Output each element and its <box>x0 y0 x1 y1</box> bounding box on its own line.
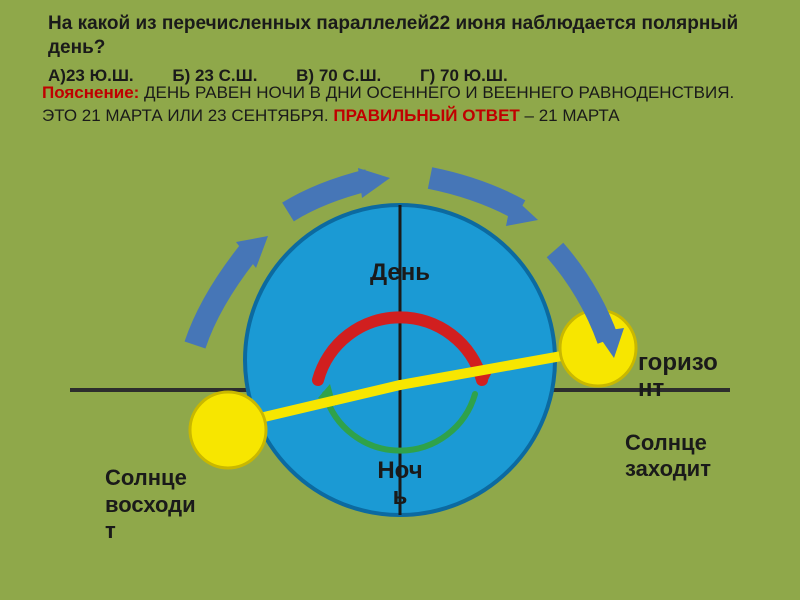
label-sunset-1: Солнце <box>625 430 707 455</box>
label-sunset-2: заходит <box>625 456 711 481</box>
label-horizon-2: нт <box>638 375 664 402</box>
explanation-line2b: – 21 МАРТА <box>525 106 620 125</box>
sun-rise <box>190 392 266 468</box>
question-text: На какой из перечисленных параллелей22 и… <box>48 12 748 60</box>
label-sunrise-1: Солнце <box>105 465 187 490</box>
explanation-line1: ДЕНЬ РАВЕН НОЧИ В ДНИ ОСЕННЕГО И ВЕЕННЕГ… <box>144 83 734 102</box>
diagram-svg: День Ноч ь горизо нт Солнце восходи т Со… <box>0 150 800 590</box>
explanation-block: Пояснение: ДЕНЬ РАВЕН НОЧИ В ДНИ ОСЕННЕГ… <box>42 82 762 128</box>
explanation-line2a: ЭТО 21 МАРТА ИЛИ 23 СЕНТЯБРЯ. <box>42 106 333 125</box>
label-night-2: ь <box>393 483 408 510</box>
label-sunrise-2: восходи <box>105 492 196 517</box>
label-horizon-1: горизо <box>638 349 718 376</box>
explanation-label: Пояснение: <box>42 83 139 102</box>
label-day: День <box>370 259 430 286</box>
correct-answer-label: ПРАВИЛЬНЫЙ ОТВЕТ <box>333 106 519 125</box>
label-night-1: Ноч <box>377 457 422 484</box>
slide: На какой из перечисленных параллелей22 и… <box>0 0 800 600</box>
label-sunrise-3: т <box>105 518 116 543</box>
